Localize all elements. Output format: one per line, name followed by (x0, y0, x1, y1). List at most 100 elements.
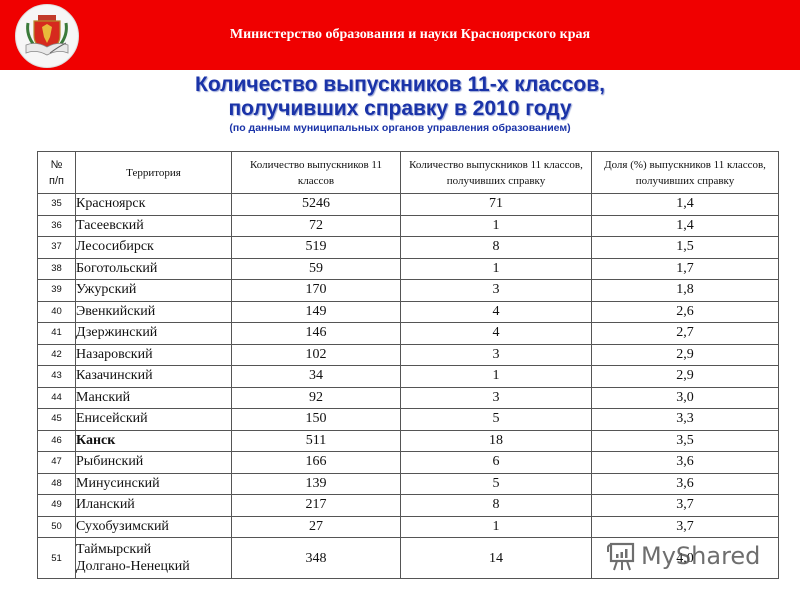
row-share: 3,6 (591, 451, 779, 474)
table-row: 36 Тасеевский 72 1 1,4 (37, 214, 779, 237)
row-graduates: 149 (231, 300, 401, 323)
header-graduates: Количество выпускников 11 классов (231, 151, 401, 194)
row-graduates: 519 (231, 236, 401, 259)
row-number: 40 (37, 300, 76, 323)
row-certificates: 1 (400, 365, 592, 388)
row-share: 3,7 (591, 515, 779, 538)
row-share: 3,5 (591, 429, 779, 452)
row-number: 51 (37, 537, 76, 579)
table-row: 50 Сухобузимский 27 1 3,7 (37, 515, 779, 538)
row-share: 3,3 (591, 408, 779, 431)
row-certificates: 8 (400, 236, 592, 259)
row-territory: Сухобузимский (75, 515, 232, 538)
table-row: 45 Енисейский 150 5 3,3 (37, 408, 779, 431)
table-row: 41 Дзержинский 146 4 2,7 (37, 322, 779, 345)
row-number: 38 (37, 257, 76, 280)
row-graduates: 217 (231, 494, 401, 517)
row-certificates: 5 (400, 472, 592, 495)
presentation-board-icon (607, 541, 637, 571)
table-row: 43 Казачинский 34 1 2,9 (37, 365, 779, 388)
row-territory: Рыбинский (75, 451, 232, 474)
row-graduates: 27 (231, 515, 401, 538)
row-territory: Канск (75, 429, 232, 452)
table-row: 46 Канск 511 18 3,5 (37, 429, 779, 452)
row-certificates: 5 (400, 408, 592, 431)
row-territory: Боготольский (75, 257, 232, 280)
header-territory: Территория (75, 151, 232, 194)
graduates-table: № п/п Территория Количество выпускников … (37, 151, 779, 579)
table-row: 48 Минусинский 139 5 3,6 (37, 472, 779, 495)
row-certificates: 8 (400, 494, 592, 517)
row-number: 42 (37, 343, 76, 366)
table-row: 51 Таймырский Долгано-Ненецкий 348 14 4,… (37, 537, 779, 579)
row-share: 2,9 (591, 365, 779, 388)
row-territory: Тасеевский (75, 214, 232, 237)
row-graduates: 72 (231, 214, 401, 237)
row-certificates: 18 (400, 429, 592, 452)
row-territory: Минусинский (75, 472, 232, 495)
row-number: 37 (37, 236, 76, 259)
table-row: 44 Манский 92 3 3,0 (37, 386, 779, 409)
row-number: 46 (37, 429, 76, 452)
table-row: 35 Красноярск 5246 71 1,4 (37, 193, 779, 216)
header-share: Доля (%) выпускников 11 классов, получив… (591, 151, 779, 194)
row-certificates: 71 (400, 193, 592, 216)
table-row: 42 Назаровский 102 3 2,9 (37, 343, 779, 366)
row-share: 1,4 (591, 214, 779, 237)
table-row: 40 Эвенкийский 149 4 2,6 (37, 300, 779, 323)
row-number: 39 (37, 279, 76, 302)
table-row: 47 Рыбинский 166 6 3,6 (37, 451, 779, 474)
row-certificates: 1 (400, 515, 592, 538)
row-certificates: 1 (400, 214, 592, 237)
row-graduates: 34 (231, 365, 401, 388)
page-title-line1: Количество выпускников 11-х классов, (195, 73, 605, 96)
row-graduates: 166 (231, 451, 401, 474)
row-graduates: 150 (231, 408, 401, 431)
table-header-row: № п/п Территория Количество выпускников … (37, 151, 779, 194)
row-certificates: 3 (400, 386, 592, 409)
row-graduates: 5246 (231, 193, 401, 216)
row-territory: Эвенкийский (75, 300, 232, 323)
row-certificates: 14 (400, 537, 592, 579)
row-territory: Таймырский Долгано-Ненецкий (75, 537, 232, 579)
row-number: 48 (37, 472, 76, 495)
row-territory: Манский (75, 386, 232, 409)
table-row: 39 Ужурский 170 3 1,8 (37, 279, 779, 302)
row-graduates: 511 (231, 429, 401, 452)
row-graduates: 348 (231, 537, 401, 579)
row-certificates: 6 (400, 451, 592, 474)
row-territory: Енисейский (75, 408, 232, 431)
row-certificates: 4 (400, 300, 592, 323)
row-graduates: 146 (231, 322, 401, 345)
row-share: 1,8 (591, 279, 779, 302)
table-row: 38 Боготольский 59 1 1,7 (37, 257, 779, 280)
page-title: Количество выпускников 11-х классов, пол… (100, 73, 700, 121)
row-number: 47 (37, 451, 76, 474)
row-share: 3,0 (591, 386, 779, 409)
page-subtitle: (по данным муниципальных органов управле… (229, 122, 571, 134)
row-share: 2,6 (591, 300, 779, 323)
coat-of-arms-icon (15, 4, 79, 68)
row-share: 3,6 (591, 472, 779, 495)
row-territory: Лесосибирск (75, 236, 232, 259)
row-number: 43 (37, 365, 76, 388)
row-territory: Назаровский (75, 343, 232, 366)
row-graduates: 102 (231, 343, 401, 366)
row-graduates: 139 (231, 472, 401, 495)
row-share: 1,5 (591, 236, 779, 259)
header-certificates: Количество выпускников 11 классов, получ… (400, 151, 592, 194)
row-number: 45 (37, 408, 76, 431)
row-certificates: 4 (400, 322, 592, 345)
row-share: 2,7 (591, 322, 779, 345)
row-graduates: 170 (231, 279, 401, 302)
row-territory: Дзержинский (75, 322, 232, 345)
row-number: 50 (37, 515, 76, 538)
row-territory: Иланский (75, 494, 232, 517)
header-banner: Министерство образования и науки Красноя… (0, 0, 800, 70)
row-graduates: 92 (231, 386, 401, 409)
row-number: 44 (37, 386, 76, 409)
ministry-title: Министерство образования и науки Красноя… (229, 27, 591, 42)
table-row: 37 Лесосибирск 519 8 1,5 (37, 236, 779, 259)
row-certificates: 1 (400, 257, 592, 280)
row-certificates: 3 (400, 279, 592, 302)
